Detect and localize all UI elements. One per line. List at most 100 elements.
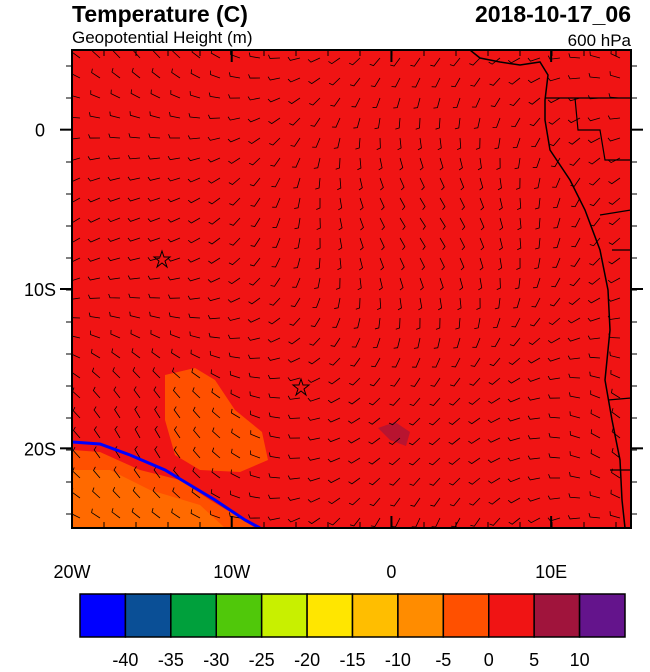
wind-barb — [211, 388, 221, 399]
wind-barb — [369, 377, 381, 387]
wind-barb — [291, 157, 301, 168]
wind-barb — [268, 473, 281, 479]
wind-barb — [269, 137, 281, 146]
wind-barb — [609, 71, 621, 79]
wind-barb — [469, 57, 481, 66]
wind-barb — [211, 447, 221, 459]
wind-barb — [335, 157, 341, 170]
wind-barb — [153, 466, 161, 479]
wind-barb — [329, 517, 341, 526]
wind-barb — [248, 74, 261, 79]
wind-barb — [399, 177, 405, 191]
wind-barb — [348, 497, 361, 506]
wind-barb — [227, 116, 241, 121]
wind-barb — [507, 57, 521, 64]
wind-barb — [293, 177, 301, 189]
wind-barb — [268, 494, 281, 499]
wind-barb — [607, 137, 621, 142]
wind-barb — [87, 156, 101, 161]
wind-barb — [516, 197, 522, 211]
wind-barb — [167, 197, 181, 203]
wind-barb — [451, 357, 461, 368]
wind-barb — [378, 277, 383, 291]
wind-barb — [147, 176, 161, 181]
wind-barb — [314, 277, 321, 289]
wind-barb — [294, 217, 301, 230]
wind-barb — [471, 97, 481, 108]
colorbar-label: -40 — [112, 650, 138, 667]
wind-barb — [418, 297, 423, 311]
wind-barb — [248, 137, 261, 145]
wind-barb — [488, 57, 501, 65]
wind-barb — [331, 117, 341, 128]
wind-barb — [107, 275, 121, 280]
wind-barb — [388, 437, 401, 445]
wind-barb — [589, 491, 601, 499]
wind-barb — [111, 68, 121, 79]
wind-barb — [229, 217, 241, 226]
wind-barb — [307, 436, 321, 441]
wind-barb — [249, 177, 261, 187]
wind-barb — [328, 497, 341, 505]
wind-barb — [127, 275, 141, 280]
wind-barb — [338, 197, 343, 211]
wind-barb — [390, 497, 401, 507]
wind-barb — [316, 217, 321, 230]
axes: 20W 10W 0 10E 0 10S 20S — [24, 50, 643, 582]
wind-barb — [478, 277, 483, 291]
wind-barb — [72, 73, 81, 79]
wind-barb — [531, 297, 541, 308]
wind-barb — [90, 330, 101, 339]
wind-barb — [491, 337, 501, 348]
wind-barb — [114, 426, 121, 439]
wind-barb — [308, 357, 321, 365]
wind-barb — [187, 295, 201, 300]
wind-barb — [497, 177, 502, 191]
wind-barb — [507, 437, 521, 442]
wind-barb — [413, 337, 421, 349]
wind-barb — [413, 97, 421, 109]
wind-barb — [507, 397, 521, 403]
wind-barb — [154, 425, 161, 439]
wind-barb — [248, 492, 261, 499]
wind-barb — [368, 477, 381, 486]
wind-barb — [247, 317, 261, 323]
wind-barb — [72, 353, 81, 359]
wind-barb — [288, 454, 301, 459]
wind-barb — [347, 437, 361, 444]
wind-barb — [210, 70, 221, 79]
wind-barb — [294, 197, 301, 209]
wind-barb — [567, 337, 581, 342]
wind-barb — [488, 397, 501, 404]
wind-barb — [479, 217, 485, 231]
wind-barb — [428, 437, 441, 446]
wind-barb — [611, 448, 621, 459]
wind-barb — [399, 157, 404, 171]
wind-barb — [248, 514, 261, 519]
wind-barb — [167, 217, 181, 223]
wind-barb — [109, 311, 121, 319]
wind-barb — [588, 157, 601, 165]
wind-barb — [415, 317, 421, 330]
wind-barb — [370, 77, 381, 87]
wind-barb — [272, 237, 281, 248]
wind-barb — [567, 355, 581, 360]
wind-barb — [290, 297, 301, 307]
wind-barb — [133, 386, 141, 399]
colorbar-label: -35 — [158, 650, 184, 667]
wind-barb — [357, 277, 362, 291]
colorbar-box — [306, 593, 354, 638]
wind-barb — [348, 477, 361, 485]
wind-barb — [449, 497, 461, 507]
wind-barb — [548, 413, 561, 419]
wind-barb — [337, 177, 342, 191]
wind-barb — [514, 277, 521, 290]
wind-barb — [431, 77, 441, 88]
wind-barb — [455, 317, 461, 330]
wind-barb — [589, 51, 601, 59]
wind-barb — [228, 157, 241, 164]
wind-barb — [293, 257, 301, 269]
wind-barb — [547, 375, 561, 380]
wind-barb — [548, 317, 561, 326]
